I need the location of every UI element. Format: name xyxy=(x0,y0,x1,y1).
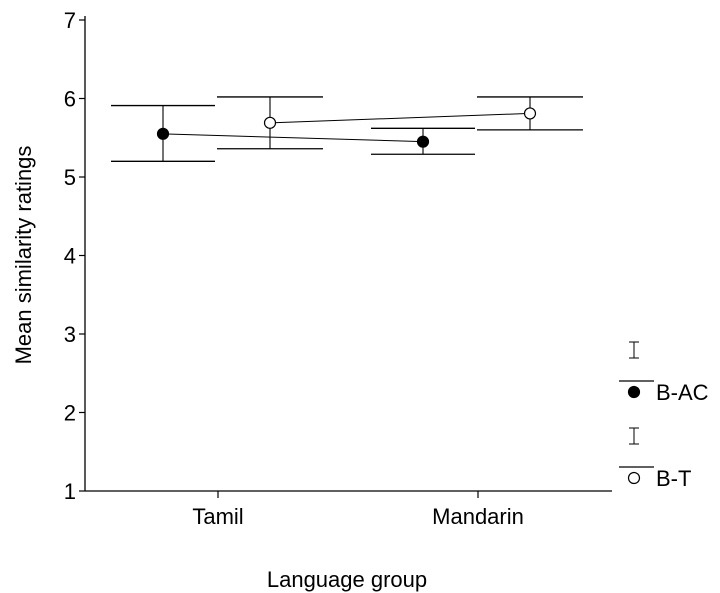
y-axis-label: Mean similarity ratings xyxy=(11,146,36,365)
y-tick-label: 2 xyxy=(64,401,76,426)
axes: 1 2 3 4 5 6 7 Tamil Mandarin xyxy=(64,8,612,529)
y-tick-label: 4 xyxy=(64,244,76,269)
data-point-B-T xyxy=(523,107,537,120)
y-tick-label: 3 xyxy=(64,322,76,347)
legend-label: B-AC xyxy=(656,380,709,405)
y-tick-label: 5 xyxy=(64,165,76,190)
series-line-B-AC xyxy=(162,133,424,143)
legend-filled-circle-icon xyxy=(627,385,641,399)
y-tick-label: 6 xyxy=(64,87,76,112)
y-tick-label: 1 xyxy=(64,479,76,504)
x-tick-label: Tamil xyxy=(192,504,243,529)
legend-open-circle-icon xyxy=(627,471,641,485)
legend: B-AC B-T xyxy=(619,341,709,491)
series-line-B-T xyxy=(269,112,531,124)
x-tick-label: Mandarin xyxy=(432,504,524,529)
data-point-B-AC xyxy=(416,135,430,148)
legend-label: B-T xyxy=(656,466,691,491)
plot-area xyxy=(111,96,583,162)
data-point-B-T xyxy=(263,116,277,129)
y-tick-label: 7 xyxy=(64,8,76,33)
data-point-B-AC xyxy=(156,127,170,140)
x-axis-label: Language group xyxy=(267,567,427,592)
